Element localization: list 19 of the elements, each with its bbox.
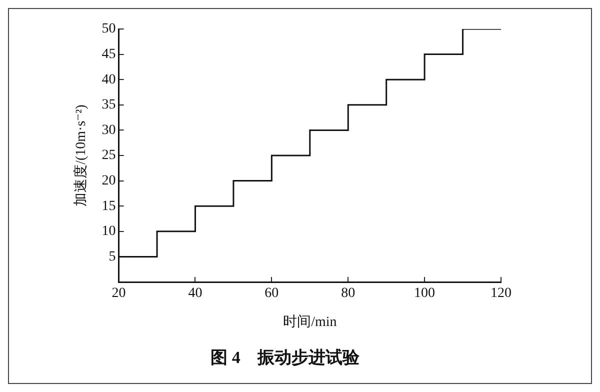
y-axis-title: 加速度/(10m·s⁻²) [73, 104, 90, 206]
y-tick-label: 40 [102, 72, 116, 88]
y-tick-label: 15 [102, 198, 116, 214]
y-tick-label: 35 [102, 98, 116, 113]
y-tick-label: 10 [102, 224, 116, 240]
x-tick-label: 20 [112, 286, 126, 302]
x-tick-label: 40 [188, 286, 202, 302]
y-tick-label: 50 [102, 22, 116, 37]
y-tick-label: 20 [102, 173, 116, 188]
text: 图 4 振动步进试验 [210, 348, 360, 368]
x-tick-label: 100 [414, 286, 436, 302]
y-tick-label: 5 [108, 249, 116, 264]
y-tick-label: 25 [102, 148, 116, 164]
y-tick-label: 30 [102, 122, 116, 138]
x-tick-label: 120 [490, 286, 512, 302]
x-tick-label: 80 [341, 286, 356, 302]
x-axis-title: 时间/min [283, 314, 337, 330]
y-tick-label: 45 [102, 46, 116, 62]
x-tick-label: 60 [264, 286, 279, 302]
